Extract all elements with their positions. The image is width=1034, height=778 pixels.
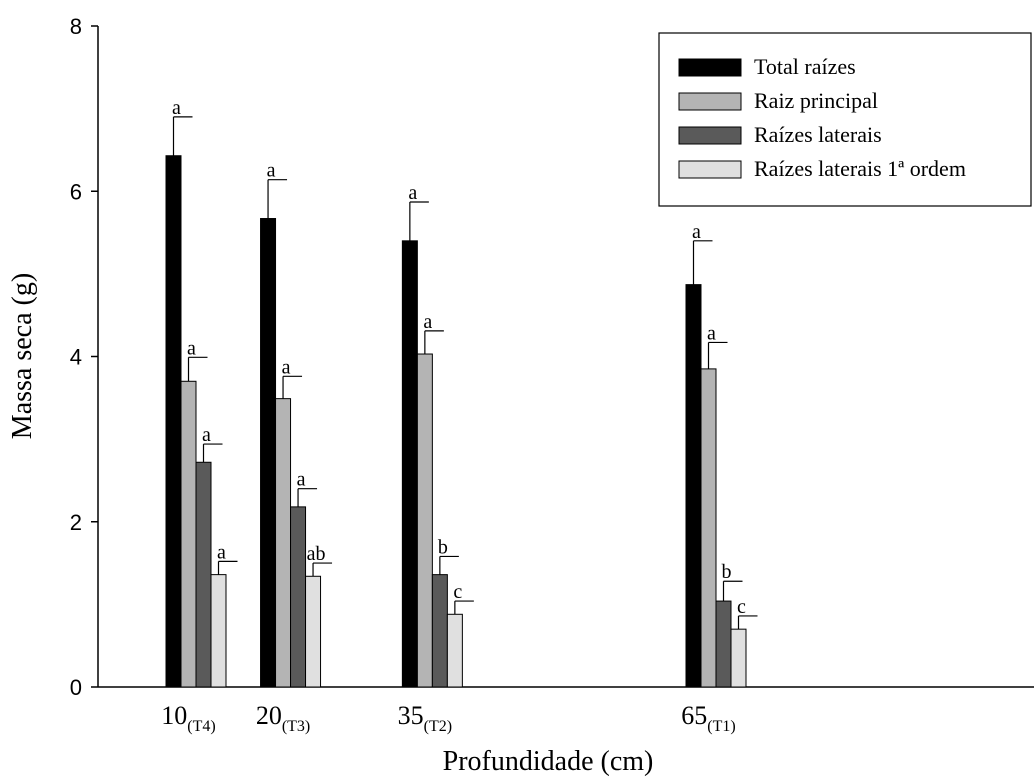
- bar: [416, 353, 433, 688]
- significance-letter: ab: [307, 543, 326, 565]
- y-axis: 0 2 4 6 8: [70, 14, 99, 700]
- legend-swatch: [678, 92, 742, 111]
- significance-letter: a: [707, 322, 716, 344]
- x-tick-sub: (T4): [187, 718, 215, 735]
- significance-letter: a: [692, 221, 701, 243]
- legend-swatch: [678, 160, 742, 179]
- legend-swatch: [678, 58, 742, 77]
- bar: [290, 506, 307, 688]
- significance-letter: b: [438, 536, 448, 558]
- significance-letter: a: [267, 160, 276, 182]
- significance-letter: a: [423, 311, 432, 333]
- significance-letter: a: [282, 356, 291, 378]
- significance-letter: a: [202, 424, 211, 446]
- y-axis-title: Massa seca (g): [7, 273, 38, 439]
- bar: [260, 218, 277, 688]
- x-axis-title: Profundidade (cm): [443, 746, 654, 777]
- x-tick-sub: (T3): [282, 718, 310, 735]
- bar: [431, 574, 448, 688]
- bar: [700, 368, 717, 688]
- bar: [446, 613, 463, 688]
- bar: [165, 155, 182, 688]
- significance-letter: a: [297, 469, 306, 491]
- legend-entry: Raiz principal: [754, 88, 878, 113]
- significance-letter: a: [172, 97, 181, 119]
- bar: [305, 575, 322, 688]
- x-axis: 10(T4) 20(T3) 35(T2) 65(T1): [98, 686, 1034, 735]
- bar: [685, 284, 702, 688]
- legend-entry: Raízes laterais: [754, 122, 882, 147]
- bar: [210, 574, 227, 688]
- y-tick-label: 2: [70, 510, 82, 535]
- legend-swatch: [678, 126, 742, 145]
- legend: Total raízes Raiz principal Raízes laterai…: [658, 32, 1032, 207]
- bar: [401, 240, 418, 688]
- x-tick-main: 20: [256, 701, 282, 730]
- x-tick-sub: (T2): [424, 718, 452, 735]
- x-tick-label: 35(T2): [398, 701, 452, 735]
- bar: [715, 600, 732, 688]
- bar: [195, 461, 212, 688]
- legend-entry: Total raízes: [754, 54, 856, 79]
- significance-letter: a: [408, 182, 417, 204]
- y-tick-label: 6: [70, 179, 82, 204]
- x-tick-main: 10: [161, 701, 187, 730]
- y-tick-label: 8: [70, 14, 82, 39]
- bar: [275, 398, 292, 688]
- x-tick-label: 65(T1): [681, 701, 735, 735]
- x-tick-main: 35: [398, 701, 424, 730]
- legend-entry: Raízes laterais 1ª ordem: [754, 156, 966, 181]
- y-tick-label: 4: [70, 345, 82, 370]
- x-tick-label: 20(T3): [256, 701, 310, 735]
- y-tick-label: 0: [70, 675, 82, 700]
- bar: [730, 628, 747, 688]
- x-tick-label: 10(T4): [161, 701, 215, 735]
- significance-letter: c: [453, 581, 462, 603]
- x-tick-sub: (T1): [707, 718, 735, 735]
- significance-letter: c: [737, 596, 746, 618]
- significance-letter: a: [187, 337, 196, 359]
- significance-letter: a: [217, 541, 226, 563]
- significance-letter: b: [721, 561, 731, 583]
- x-tick-main: 65: [681, 701, 707, 730]
- bar: [180, 380, 197, 688]
